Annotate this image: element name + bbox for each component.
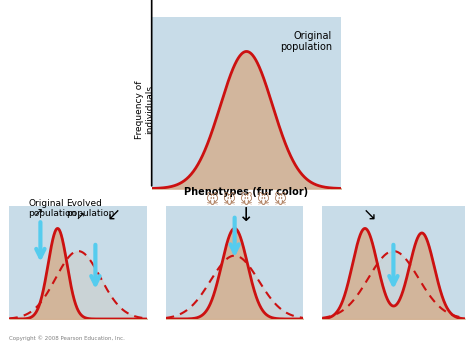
Text: Phenotypes (fur color): Phenotypes (fur color) [184, 187, 309, 197]
Text: ↗: ↗ [33, 209, 43, 219]
Text: Copyright © 2008 Pearson Education, Inc.: Copyright © 2008 Pearson Education, Inc. [9, 335, 125, 341]
Text: Evolved
population: Evolved population [66, 199, 115, 218]
Text: Original
population: Original population [280, 31, 332, 52]
Text: ↗: ↗ [76, 213, 85, 223]
Text: ↘: ↘ [363, 206, 377, 224]
Text: ↓: ↓ [238, 206, 255, 225]
Text: 🐭 🐭 🐭 🐭 🐭: 🐭 🐭 🐭 🐭 🐭 [206, 194, 287, 207]
Text: Original
population: Original population [28, 199, 77, 218]
Text: Frequency of
individuals: Frequency of individuals [135, 81, 154, 139]
Text: ↙: ↙ [107, 206, 121, 224]
